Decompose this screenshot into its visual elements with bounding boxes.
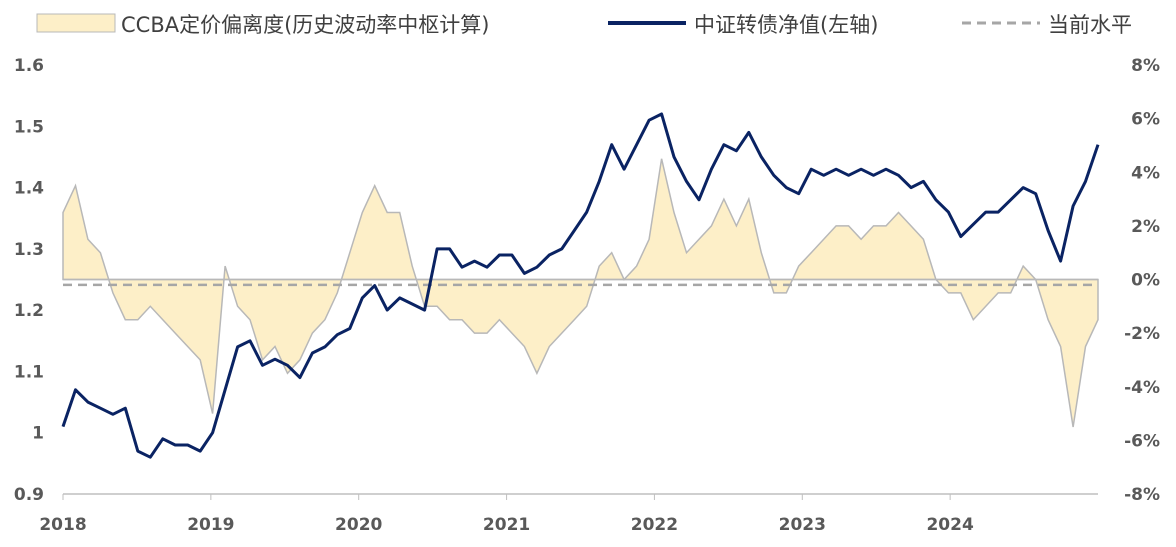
y-right-tick-label: 8% bbox=[1131, 56, 1160, 76]
legend-label-netvalue: 中证转债净值(左轴) bbox=[694, 13, 878, 37]
legend-label-deviation: CCBA定价偏离度(历史波动率中枢计算) bbox=[121, 13, 489, 37]
x-tick-label: 2023 bbox=[779, 515, 826, 535]
legend-label-current: 当前水平 bbox=[1048, 13, 1132, 37]
y-right-tick-label: -6% bbox=[1124, 431, 1160, 451]
y-right-tick-label: 2% bbox=[1131, 217, 1160, 237]
y-right-tick-label: 0% bbox=[1131, 271, 1160, 291]
y-right-tick-label: -4% bbox=[1124, 378, 1160, 398]
plot-marks bbox=[61, 112, 1100, 459]
y-left-tick-label: 1.1 bbox=[14, 362, 44, 382]
y-right-tick-label: -2% bbox=[1124, 324, 1160, 344]
y-right-tick-label: 6% bbox=[1131, 110, 1160, 130]
deviation-area bbox=[62, 158, 1099, 428]
legend-swatch-deviation bbox=[36, 13, 116, 33]
x-tick-label: 2024 bbox=[926, 515, 973, 535]
y-left-tick-label: 1 bbox=[32, 424, 44, 444]
axes: 2018 2019 2020 2021 2022 2023 2024 0.9 1 1.1 1.2 1.… bbox=[14, 56, 1160, 535]
y-right-tick-label: -8% bbox=[1124, 485, 1160, 505]
x-tick-label: 2021 bbox=[483, 515, 530, 535]
y-right-tick-label: 4% bbox=[1131, 163, 1160, 183]
y-left-tick-label: 1.3 bbox=[14, 240, 44, 260]
y-left-tick-label: 1.6 bbox=[14, 56, 44, 76]
legend: CCBA定价偏离度(历史波动率中枢计算) 中证转债净值(左轴) 当前水平 bbox=[36, 13, 1132, 37]
y-left-tick-label: 1.5 bbox=[14, 117, 44, 137]
x-tick-label: 2022 bbox=[631, 515, 678, 535]
x-tick-label: 2018 bbox=[39, 515, 86, 535]
net-value-line bbox=[61, 112, 1100, 459]
y-left-tick-label: 1.4 bbox=[14, 179, 44, 199]
x-tick-label: 2019 bbox=[187, 515, 234, 535]
y-left-tick-label: 0.9 bbox=[14, 485, 44, 505]
x-tick-label: 2020 bbox=[335, 515, 382, 535]
y-left-tick-label: 1.2 bbox=[14, 301, 44, 321]
